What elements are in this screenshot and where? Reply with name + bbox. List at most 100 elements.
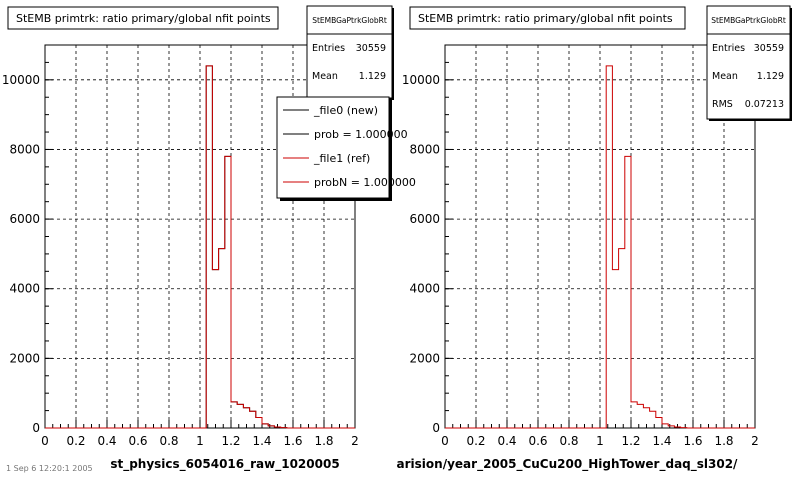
x-axis-label: arision/year_2005_CuCu200_HighTower_daq_…	[397, 457, 739, 472]
x-axis: 0 0.2 0.4 0.6 0.8 1 1.2 1.4 1.6 1.8 2	[441, 420, 759, 448]
histogram-bin	[219, 249, 225, 428]
x-tick-label: 1	[196, 434, 204, 448]
x-tick-label: 0.2	[466, 434, 485, 448]
y-tick-label: 8000	[409, 142, 440, 156]
stats-label: RMS	[712, 99, 733, 110]
x-tick-label: 0.4	[497, 434, 516, 448]
x-tick-label: 1.2	[621, 434, 640, 448]
series-1	[445, 65, 755, 429]
histogram-panel-2: 0 0.2 0.4 0.6 0.8 1 1.2 1.4 1.6 1.8 2 0 2000 4000 6000…	[397, 5, 792, 472]
histogram-bin	[637, 404, 643, 428]
histogram-bin	[219, 249, 225, 428]
histogram-bin	[256, 418, 262, 428]
histogram-bin	[250, 411, 256, 428]
legend-bg	[276, 96, 390, 199]
stats-box-bg	[706, 5, 791, 120]
x-tick-label: 2	[751, 434, 759, 448]
y-tick-label: 8000	[9, 142, 40, 156]
histogram-bin	[212, 270, 218, 428]
histogram-line	[445, 65, 755, 429]
x-tick-label: 1.8	[314, 434, 333, 448]
series-2	[45, 65, 355, 429]
histogram-bin	[212, 270, 218, 428]
y-tick-label: 0	[432, 421, 440, 435]
y-axis: 0 2000 4000 6000 8000 10000	[402, 44, 453, 435]
stats-box: StEMBGaPtrkGlobRt Entries 30559 Mean 1.129 RM…	[706, 5, 792, 121]
stats-label: Mean	[312, 71, 338, 82]
x-tick-label: 2	[351, 434, 359, 448]
histogram-bin	[231, 402, 237, 428]
chart-title: StEMB primtrk: ratio primary/global nfit…	[16, 12, 271, 25]
stats-label: Entries	[312, 43, 345, 54]
y-tick-label: 4000	[409, 282, 440, 296]
histogram-bin	[625, 156, 631, 428]
legend: _file0 (new) prob = 1.000000 _file1 (ref) p…	[276, 96, 416, 201]
y-tick-label: 2000	[9, 351, 40, 365]
histogram-bin	[606, 66, 612, 428]
x-tick-label: 1.4	[652, 434, 671, 448]
x-tick-label: 0.8	[559, 434, 578, 448]
histogram-bin	[237, 404, 243, 428]
x-tick-label: 0.4	[97, 434, 116, 448]
title-box	[7, 6, 279, 30]
x-tick-label: 1.6	[683, 434, 702, 448]
legend-label: _file1 (ref)	[313, 152, 370, 165]
footer-text: 1 Sep 6 12:20:1 2005	[6, 464, 93, 473]
x-tick-label: 0.2	[66, 434, 85, 448]
x-tick-label: 1	[596, 434, 604, 448]
x-tick-label: 1.6	[283, 434, 302, 448]
y-axis: 0 2000 4000 6000 8000 10000	[2, 44, 53, 435]
histogram-bin	[612, 270, 618, 428]
y-tick-label: 10000	[2, 73, 40, 87]
stats-value: 1.129	[757, 71, 784, 82]
y-tick-label: 4000	[9, 282, 40, 296]
histogram-bin	[206, 66, 212, 428]
y-tick-label: 0	[32, 421, 40, 435]
x-axis-label: st_physics_6054016_raw_1020005	[110, 457, 339, 472]
histogram-bin	[662, 424, 668, 428]
histogram-bin	[225, 156, 231, 428]
histogram-bin	[250, 411, 256, 428]
histogram-bin	[225, 156, 231, 428]
histogram-bin	[256, 418, 262, 428]
x-tick-label: 1.2	[221, 434, 240, 448]
x-tick-label: 0.6	[528, 434, 547, 448]
y-tick-label: 6000	[9, 212, 40, 226]
stats-value: 0.07213	[745, 99, 784, 110]
title-box	[409, 6, 686, 30]
histogram-bin	[262, 424, 268, 428]
stats-value: 30559	[754, 43, 784, 54]
x-tick-label: 1.8	[714, 434, 733, 448]
y-tick-label: 2000	[409, 351, 440, 365]
stats-value: 30559	[356, 43, 386, 54]
histogram-bin	[206, 66, 212, 428]
x-tick-label: 0.6	[128, 434, 147, 448]
stats-value: 1.129	[359, 71, 386, 82]
legend-label: _file0 (new)	[313, 104, 378, 117]
histogram-bin	[237, 404, 243, 428]
stats-box: StEMBGaPtrkGlobRt Entries 30559 Mean 1.129	[306, 5, 394, 100]
stats-name: StEMBGaPtrkGlobRt	[711, 16, 786, 25]
x-tick-label: 1.4	[252, 434, 271, 448]
stats-label: Mean	[712, 71, 738, 82]
stats-label: Entries	[712, 43, 745, 54]
legend-label: probN = 1.000000	[314, 176, 416, 189]
histogram-bin	[262, 424, 268, 428]
y-tick-label: 6000	[409, 212, 440, 226]
histogram-bin	[631, 402, 637, 428]
histogram-line	[45, 65, 355, 429]
legend-label: prob = 1.000000	[314, 128, 408, 141]
chart-title: StEMB primtrk: ratio primary/global nfit…	[418, 12, 673, 25]
histogram-bin	[231, 402, 237, 428]
histogram-bin	[650, 411, 656, 428]
x-tick-label: 0	[441, 434, 449, 448]
histogram-panel-1: 0 0.2 0.4 0.6 0.8 1 1.2 1.4 1.6 1.8 2 0 2000 4000 6000…	[2, 5, 416, 472]
histogram-bin	[619, 249, 625, 428]
stats-box-bg	[306, 5, 393, 99]
stats-name: StEMBGaPtrkGlobRt	[312, 16, 387, 25]
x-axis: 0 0.2 0.4 0.6 0.8 1 1.2 1.4 1.6 1.8 2	[41, 420, 359, 448]
x-tick-label: 0.8	[159, 434, 178, 448]
y-tick-label: 10000	[402, 73, 440, 87]
x-tick-label: 0	[41, 434, 49, 448]
